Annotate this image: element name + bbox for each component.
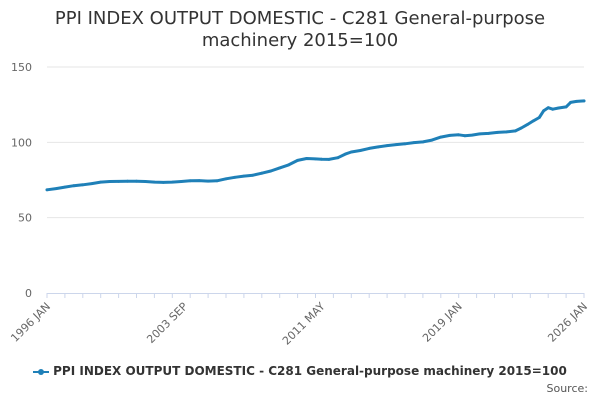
data-point[interactable] — [582, 99, 586, 103]
data-point[interactable] — [496, 131, 499, 134]
data-point[interactable] — [296, 159, 299, 162]
y-tick-label: 100 — [11, 136, 32, 149]
data-point[interactable] — [505, 130, 508, 134]
legend-swatch-icon — [33, 367, 50, 377]
data-point[interactable] — [197, 179, 201, 183]
data-point[interactable] — [63, 185, 67, 189]
legend[interactable]: PPI INDEX OUTPUT DOMESTIC - C281 General… — [0, 364, 600, 378]
data-point[interactable] — [394, 143, 398, 147]
data-point[interactable] — [135, 179, 138, 183]
x-axis — [46, 293, 585, 298]
x-tick-label: 2011 MAY — [280, 300, 328, 348]
data-point[interactable] — [287, 163, 290, 167]
data-point[interactable] — [537, 116, 541, 119]
data-point[interactable] — [305, 157, 308, 160]
data-point[interactable] — [358, 149, 362, 152]
data-point[interactable] — [314, 157, 317, 161]
data-point[interactable] — [575, 100, 578, 103]
data-point[interactable] — [117, 180, 120, 183]
data-point[interactable] — [569, 101, 572, 104]
data-point[interactable] — [439, 135, 443, 139]
data-point[interactable] — [215, 179, 219, 183]
x-tick-label: 1996 JAN — [8, 300, 53, 345]
series-line-0[interactable] — [45, 99, 586, 192]
data-point[interactable] — [412, 141, 416, 145]
data-point[interactable] — [457, 133, 461, 137]
data-point[interactable] — [162, 181, 165, 184]
x-tick-label: 2019 JAN — [420, 300, 465, 345]
data-point[interactable] — [269, 169, 273, 173]
data-point[interactable] — [531, 119, 535, 123]
chart-title-line-1: PPI INDEX OUTPUT DOMESTIC - C281 General… — [54, 8, 546, 29]
y-tick-label: 50 — [18, 212, 32, 225]
data-point[interactable] — [343, 152, 347, 156]
x-tick-label: 2026 JAN — [545, 300, 590, 345]
legend-label: PPI INDEX OUTPUT DOMESTIC - C281 General… — [53, 364, 567, 378]
data-point[interactable] — [470, 133, 474, 137]
data-point[interactable] — [81, 183, 85, 187]
data-point[interactable] — [546, 106, 550, 110]
data-point[interactable] — [126, 179, 129, 183]
data-point[interactable] — [224, 177, 228, 181]
data-point[interactable] — [367, 147, 371, 150]
data-point[interactable] — [179, 180, 183, 183]
data-point[interactable] — [170, 180, 174, 184]
data-point[interactable] — [72, 184, 76, 188]
chart-title: PPI INDEX OUTPUT DOMESTIC - C281 General… — [0, 8, 600, 52]
data-point[interactable] — [557, 106, 560, 110]
data-point[interactable] — [278, 166, 282, 170]
source-label: Source: — [546, 382, 589, 395]
data-point[interactable] — [403, 142, 407, 146]
data-point[interactable] — [542, 109, 546, 113]
data-point[interactable] — [251, 173, 255, 177]
data-point[interactable] — [336, 156, 340, 160]
data-point[interactable] — [385, 144, 389, 148]
data-point[interactable] — [99, 180, 103, 184]
data-point[interactable] — [260, 171, 264, 175]
data-point[interactable] — [376, 145, 380, 149]
data-point[interactable] — [233, 175, 237, 179]
data-point[interactable] — [242, 174, 246, 178]
y-tick-label: 0 — [25, 287, 32, 300]
data-point[interactable] — [519, 126, 523, 130]
series-group — [45, 99, 586, 192]
data-point[interactable] — [54, 187, 58, 191]
data-point[interactable] — [45, 188, 49, 192]
grid-lines — [47, 66, 584, 219]
data-point[interactable] — [551, 107, 555, 111]
data-point[interactable] — [564, 105, 568, 109]
data-point[interactable] — [421, 140, 425, 144]
data-point[interactable] — [478, 132, 481, 136]
y-tick-label: 150 — [11, 61, 32, 74]
x-tick-label: 2003 SEP — [144, 300, 190, 346]
data-point[interactable] — [514, 129, 517, 133]
data-point[interactable] — [448, 134, 452, 137]
chart-title-line-2: machinery 2015=100 — [201, 30, 399, 51]
x-axis-tick-labels: 1996 JAN 2003 SEP 2011 MAY 2019 JAN 2026 JAN — [8, 300, 590, 348]
data-point[interactable] — [153, 180, 156, 184]
data-point[interactable] — [144, 180, 147, 183]
data-point[interactable] — [487, 132, 490, 135]
data-point[interactable] — [108, 180, 112, 183]
data-point[interactable] — [90, 182, 94, 186]
data-point[interactable] — [206, 179, 210, 183]
data-point[interactable] — [430, 138, 434, 142]
data-point[interactable] — [525, 123, 529, 126]
data-point[interactable] — [320, 157, 323, 161]
data-point[interactable] — [188, 179, 192, 183]
data-point[interactable] — [327, 158, 331, 161]
y-axis-tick-labels: 0 50 100 150 — [11, 61, 32, 300]
data-point[interactable] — [349, 150, 353, 154]
data-point[interactable] — [463, 134, 467, 138]
